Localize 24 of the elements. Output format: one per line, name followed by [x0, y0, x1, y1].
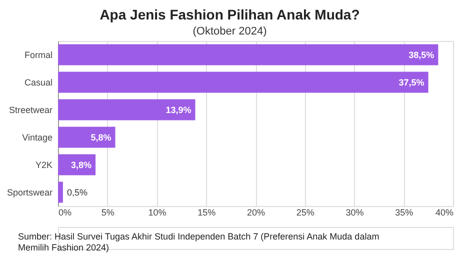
data-label: 3,8%: [71, 160, 92, 170]
data-label: 38,5%: [408, 50, 434, 60]
x-tick-label: 25%: [296, 208, 314, 218]
x-tick-label: 30%: [346, 208, 364, 218]
y-tick-label: Streetwear: [8, 104, 52, 115]
x-tick-label: 15%: [198, 208, 216, 218]
y-tick-label: Vintage: [22, 132, 52, 142]
x-tick-label: 10%: [148, 208, 166, 218]
y-tick-label: Casual: [24, 77, 52, 88]
text: Sumber: Hasil Survei Tugas Akhir Studi Independen Batch 7 (Preferensi Anak Muda dalam Memilih Fashion 2024): [18, 232, 380, 252]
x-tick-label: 35%: [395, 208, 414, 218]
data-label: 37,5%: [398, 77, 424, 88]
chart-title: Apa Jenis Fashion Pilihan Anak Muda?: [100, 6, 360, 22]
chart-subtitle: (Oktober 2024): [192, 26, 267, 38]
y-tick-label: Formal: [24, 50, 52, 60]
x-tick-label: 40%: [435, 208, 454, 218]
data-label: 5,8%: [90, 132, 112, 142]
y-tick-label: Y2K: [35, 160, 52, 170]
data-label: 13,9%: [166, 104, 192, 115]
x-tick-label: 0%: [58, 208, 72, 218]
data-label: 0,5%: [66, 187, 88, 198]
x-tick-label: 20%: [246, 208, 266, 218]
y-tick-label: Sportswear: [6, 187, 52, 198]
x-tick-label: 5%: [101, 208, 114, 218]
